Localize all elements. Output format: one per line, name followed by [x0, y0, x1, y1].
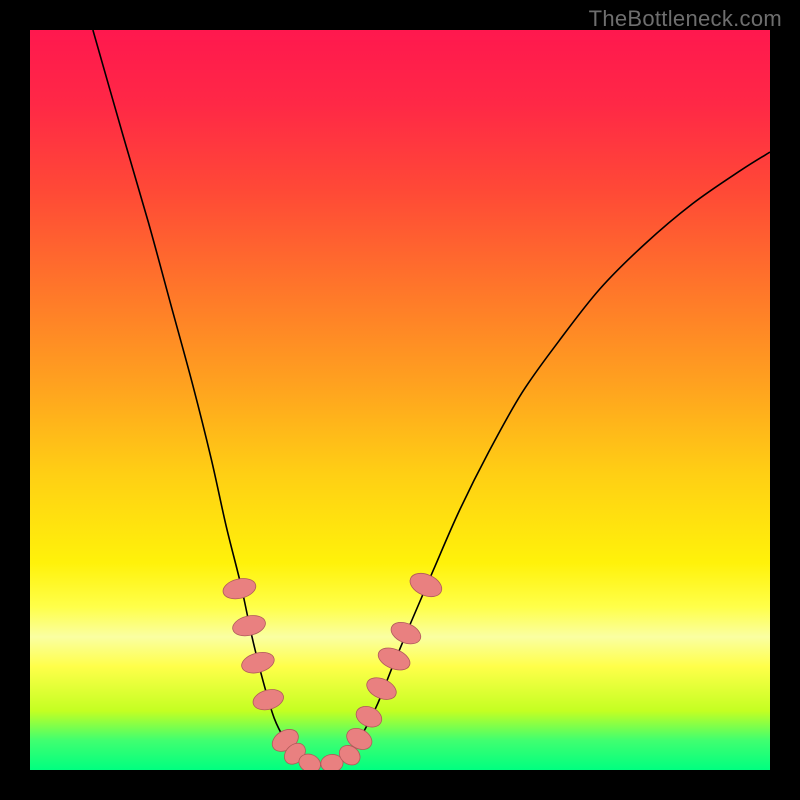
watermark-text: TheBottleneck.com	[589, 6, 782, 32]
bottleneck-chart	[30, 30, 770, 770]
chart-svg	[30, 30, 770, 770]
